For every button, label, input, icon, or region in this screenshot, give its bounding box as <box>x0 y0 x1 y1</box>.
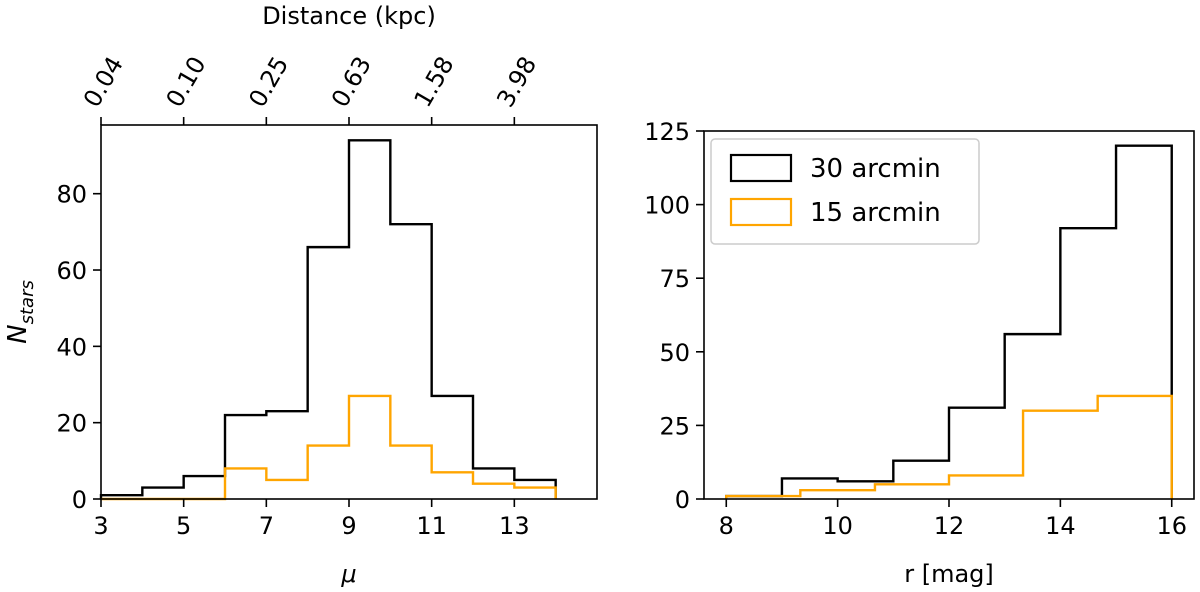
right-panel: 8 10 12 14 16 0 25 50 75 100 125 r [mag] 30 arcmin… <box>644 118 1195 588</box>
x-tick-label: 7 <box>259 512 274 540</box>
top-tick-label: 0.04 <box>78 52 129 112</box>
x-tick-label: 16 <box>1156 512 1187 540</box>
left-histogram-30-arcmin <box>99 139 557 499</box>
x-tick-label: 10 <box>822 512 853 540</box>
left-histogram-15-arcmin <box>101 394 557 501</box>
y-label-main: N <box>3 324 33 343</box>
x-tick-label: 14 <box>1045 512 1076 540</box>
x-tick-label: 5 <box>176 512 191 540</box>
right-histogram-30-arcmin <box>725 144 1173 499</box>
x-tick-label: 8 <box>719 512 734 540</box>
y-tick-label: 50 <box>659 339 690 367</box>
left-y-axis-label: Nstars <box>3 280 38 344</box>
left-series-group <box>99 139 557 501</box>
right-x-axis-label: r [mag] <box>904 560 994 588</box>
y-tick-label: 20 <box>56 410 87 438</box>
y-label-subscript: stars <box>17 280 38 324</box>
right-histogram-15-arcmin <box>725 394 1173 499</box>
y-tick-label: 40 <box>56 333 87 361</box>
right-tick-group: 8 10 12 14 16 0 25 50 75 100 125 <box>644 118 1187 540</box>
left-x-axis-label: μ <box>340 560 356 588</box>
x-tick-label: 13 <box>499 512 530 540</box>
legend-label-15-arcmin: 15 arcmin <box>810 198 941 228</box>
y-tick-label: 60 <box>56 257 87 285</box>
left-panel: 3 5 7 9 11 13 0 20 40 60 80 0.04 0.10 0.25 0.63 1.58 3.9… <box>3 2 598 588</box>
legend: 30 arcmin 15 arcmin <box>710 138 980 245</box>
legend-swatch-30-arcmin <box>729 153 793 183</box>
y-tick-label: 125 <box>644 118 690 146</box>
x-tick-label: 11 <box>416 512 447 540</box>
top-tick-label: 3.98 <box>491 52 542 112</box>
y-tick-label: 0 <box>675 486 690 514</box>
top-tick-label: 1.58 <box>409 52 460 112</box>
y-tick-label: 25 <box>659 412 690 440</box>
y-tick-label: 80 <box>56 181 87 209</box>
x-tick-label: 12 <box>934 512 965 540</box>
right-series-group <box>725 144 1173 499</box>
y-tick-label: 100 <box>644 192 690 220</box>
top-tick-label: 0.63 <box>326 52 377 112</box>
top-tick-label: 0.25 <box>243 52 294 112</box>
legend-box <box>710 138 980 245</box>
y-tick-label: 0 <box>72 486 87 514</box>
x-tick-label: 9 <box>341 512 356 540</box>
x-tick-label: 3 <box>93 512 108 540</box>
top-tick-label: 0.10 <box>161 52 212 112</box>
legend-swatch-15-arcmin <box>729 197 793 227</box>
y-tick-label: 75 <box>659 265 690 293</box>
top-axis-label: Distance (kpc) <box>262 2 436 30</box>
legend-label-30-arcmin: 30 arcmin <box>810 154 941 184</box>
